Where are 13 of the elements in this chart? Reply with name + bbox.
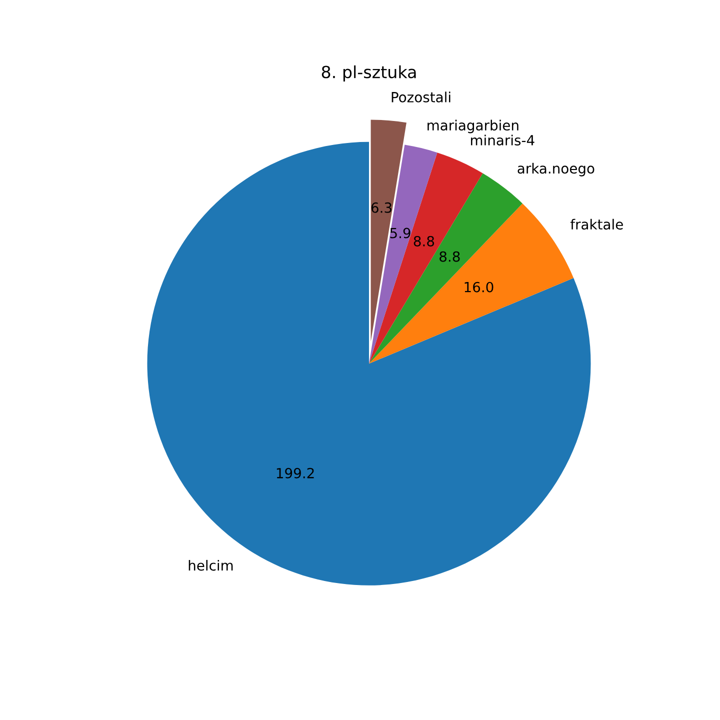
data-label: 8.8 (414, 236, 434, 246)
slice-label: fraktale (570, 218, 623, 230)
slice-label: minaris-4 (471, 134, 534, 146)
slice-label: helcim (188, 560, 233, 571)
slice-label: arka.noego (518, 162, 594, 176)
data-label: 16.0 (464, 282, 494, 292)
data-label: 6.3 (371, 202, 392, 213)
slice-label: mariagarbien (428, 120, 518, 134)
data-label: 5.9 (390, 228, 410, 238)
slice-label: Pozostali (392, 92, 450, 102)
data-label: 8.8 (440, 251, 460, 262)
data-label: 199.2 (276, 468, 314, 478)
chart-title: 8. pl-sztuka (322, 65, 416, 82)
